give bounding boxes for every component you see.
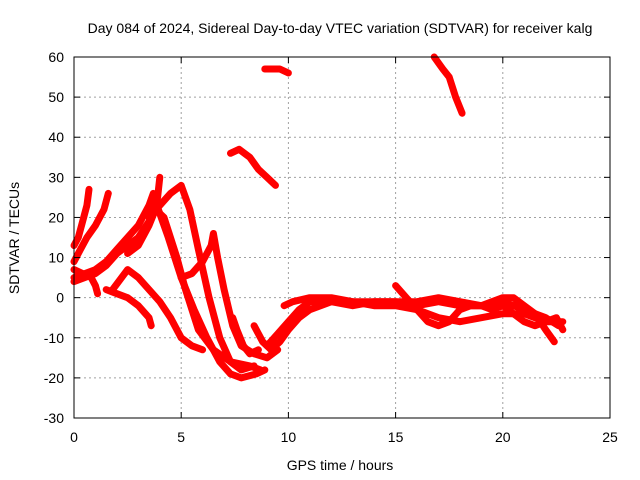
x-tick-label: 25	[602, 429, 618, 445]
y-tick-label: 40	[48, 129, 64, 145]
y-tick-label: -10	[44, 330, 64, 346]
series-track-10	[152, 197, 269, 382]
series-track-6	[102, 286, 155, 330]
plot-frame	[73, 56, 611, 419]
series-track-12	[229, 314, 262, 358]
series-track-15	[280, 294, 558, 346]
axes: 0 5 10 15 20 25 -30 -20 -10 0 10 20 30 40 50 60	[44, 49, 618, 445]
y-axis-label: SDTVAR / TECUs	[6, 182, 22, 294]
series-track-16	[392, 282, 567, 334]
grid-lines	[74, 57, 610, 418]
x-axis-label: GPS time / hours	[287, 457, 394, 473]
data-series	[70, 53, 567, 382]
y-tick-label: 60	[48, 49, 64, 65]
series-track-19	[430, 53, 466, 117]
x-tick-label: 15	[388, 429, 404, 445]
y-tick-label: 20	[48, 209, 64, 225]
series-track-7	[109, 266, 207, 354]
series-track-17	[227, 145, 279, 189]
y-tick-label: -30	[44, 410, 64, 426]
x-tick-label: 20	[495, 429, 511, 445]
series-track-18	[261, 65, 292, 77]
series-track-9	[145, 181, 258, 374]
y-tick-label: -20	[44, 370, 64, 386]
x-tick-label: 5	[177, 429, 185, 445]
x-tick-label: 10	[281, 429, 297, 445]
y-tick-label: 50	[48, 89, 64, 105]
y-tick-label: 10	[48, 250, 64, 266]
x-tick-label: 0	[70, 429, 78, 445]
chart-title: Day 084 of 2024, Sidereal Day-to-day VTE…	[88, 20, 593, 36]
y-tick-label: 30	[48, 169, 64, 185]
y-tick-label: 0	[56, 290, 64, 306]
series-track-1	[70, 185, 93, 249]
series-track-2	[70, 189, 112, 266]
